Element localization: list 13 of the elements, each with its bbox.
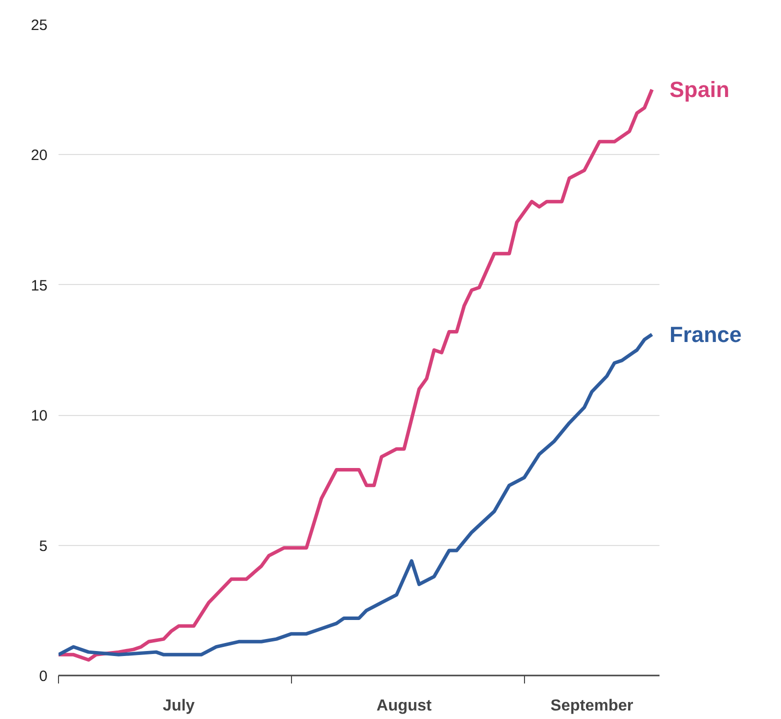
series-label: Spain: [670, 77, 730, 102]
line-series: [58, 88, 654, 662]
line-series: [58, 332, 654, 656]
y-tick-label: 0: [39, 668, 48, 685]
x-tick-label: July: [162, 698, 195, 714]
y-tick-label: 25: [30, 17, 48, 34]
x-tick-label: September: [550, 698, 634, 714]
y-tick-label: 20: [30, 147, 48, 164]
series-label: France: [670, 322, 742, 347]
x-tick-label: August: [376, 698, 432, 714]
y-tick-label: 5: [39, 538, 48, 555]
y-tick-label: 15: [30, 277, 48, 294]
y-tick-label: 10: [30, 408, 48, 425]
